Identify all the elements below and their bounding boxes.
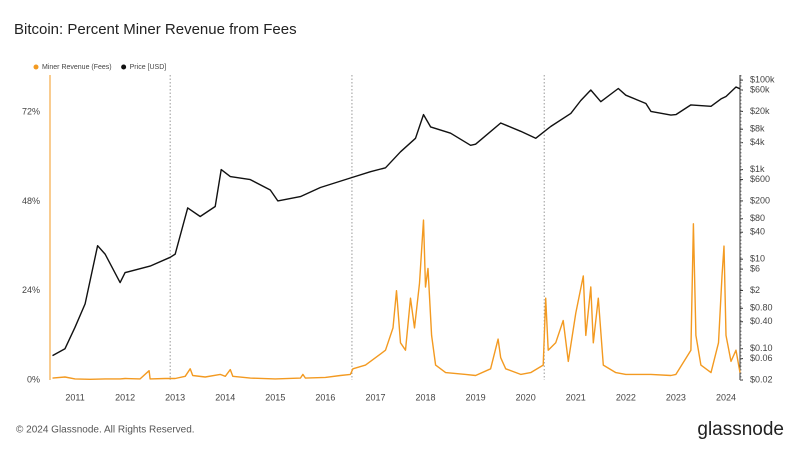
x-tick-label: 2020 (516, 392, 536, 402)
y2-tick-label: $80 (750, 213, 765, 223)
y2-tick-label: $40 (750, 227, 765, 237)
x-tick-label: 2018 (416, 392, 436, 402)
y2-tick-label: $600 (750, 174, 770, 184)
y-tick-label: 0% (27, 374, 40, 384)
y-tick-label: 72% (22, 107, 40, 117)
legend-marker (121, 64, 127, 70)
y-tick-label: 24% (22, 285, 40, 295)
y2-tick-label: $4k (750, 137, 765, 147)
y2-tick-label: $100k (750, 74, 775, 84)
chart-title: Bitcoin: Percent Miner Revenue from Fees (14, 21, 297, 38)
y2-tick-label: $0.10 (750, 343, 773, 353)
brand: glassnode (697, 419, 784, 440)
x-tick-label: 2013 (165, 392, 185, 402)
copyright: © 2024 Glassnode. All Rights Reserved. (16, 425, 195, 436)
y-tick-label: 48% (22, 196, 40, 206)
x-tick-label: 2012 (115, 392, 135, 402)
legend-marker (33, 64, 39, 70)
x-tick-label: 2014 (215, 392, 235, 402)
x-tick-label: 2023 (666, 392, 686, 402)
x-tick-label: 2015 (265, 392, 285, 402)
y2-tick-label: $10 (750, 254, 765, 264)
y2-tick-label: $6 (750, 263, 760, 273)
y2-tick-label: $200 (750, 195, 770, 205)
x-tick-label: 2019 (466, 392, 486, 402)
legend-label: Price [USD] (130, 64, 167, 71)
y2-tick-label: $2 (750, 285, 760, 295)
y2-tick-label: $0.06 (750, 353, 773, 363)
series-line (52, 219, 741, 380)
series-line (52, 86, 741, 357)
x-tick-label: 2022 (616, 392, 636, 402)
x-tick-label: 2017 (365, 392, 385, 402)
x-tick-label: 2021 (566, 392, 586, 402)
y2-tick-label: $8k (750, 124, 765, 134)
y2-tick-label: $0.80 (750, 303, 773, 313)
x-tick-label: 2016 (315, 392, 335, 402)
y2-tick-label: $20k (750, 106, 770, 116)
y2-tick-label: $0.02 (750, 374, 773, 384)
legend-label: Miner Revenue (Fees) (42, 64, 112, 71)
x-tick-label: 2011 (65, 392, 84, 402)
y2-tick-label: $1k (750, 164, 765, 174)
y2-tick-label: $60k (750, 84, 770, 94)
y2-tick-label: $0.40 (750, 316, 773, 326)
x-tick-label: 2024 (716, 392, 736, 402)
